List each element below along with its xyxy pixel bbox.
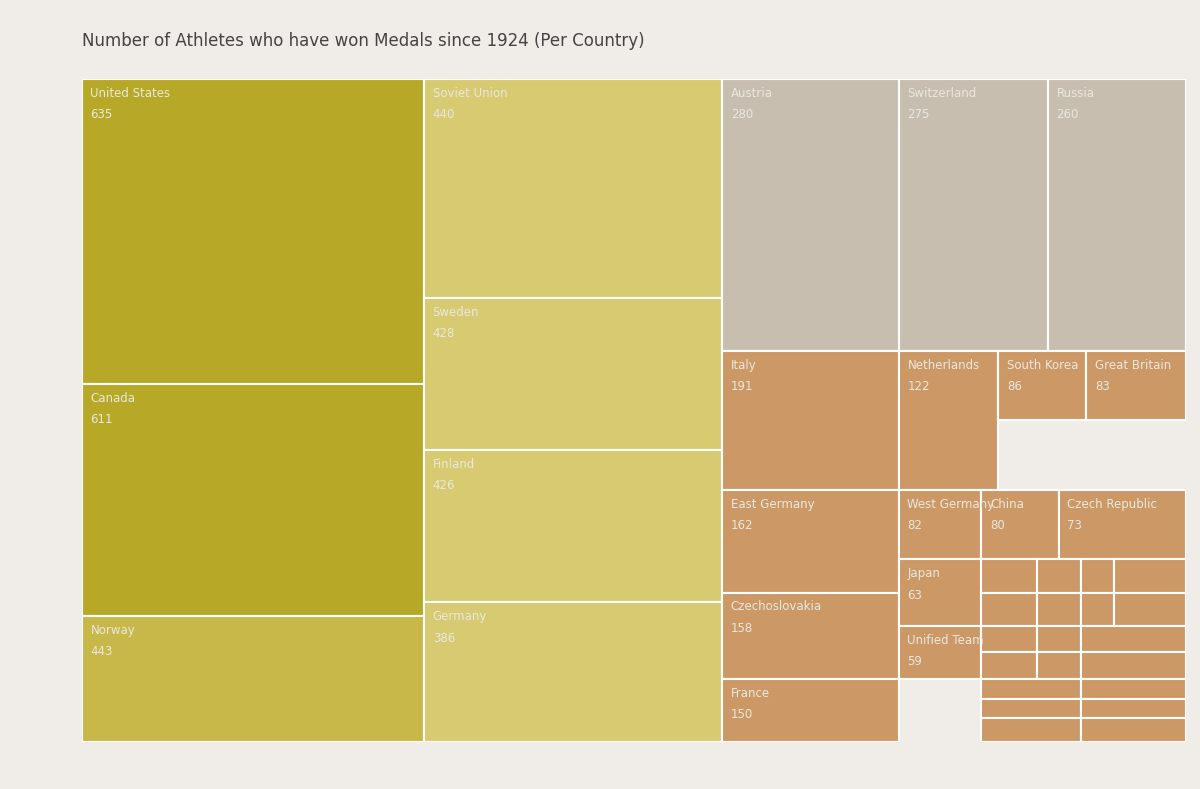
- Text: 162: 162: [731, 519, 754, 532]
- Text: 280: 280: [731, 108, 754, 121]
- Bar: [1037, 626, 1081, 653]
- Bar: [899, 626, 982, 679]
- Text: Great Britain: Great Britain: [1096, 358, 1171, 372]
- Bar: [982, 559, 1037, 593]
- Text: 150: 150: [731, 708, 754, 721]
- Text: 386: 386: [433, 632, 455, 645]
- Bar: [424, 603, 722, 742]
- Bar: [1081, 653, 1186, 679]
- Bar: [1114, 593, 1186, 626]
- Bar: [982, 719, 1081, 742]
- Text: Number of Athletes who have won Medals since 1924 (Per Country): Number of Athletes who have won Medals s…: [82, 32, 644, 50]
- Text: 86: 86: [1007, 380, 1021, 393]
- Bar: [1058, 490, 1186, 559]
- Bar: [1081, 719, 1186, 742]
- Text: Finland: Finland: [433, 458, 475, 471]
- Text: Russia: Russia: [1056, 87, 1094, 100]
- Text: Czech Republic: Czech Republic: [1068, 498, 1157, 510]
- Bar: [82, 615, 424, 742]
- Text: 63: 63: [907, 589, 923, 601]
- Bar: [722, 593, 899, 679]
- Bar: [982, 490, 1058, 559]
- Bar: [1081, 626, 1186, 653]
- Bar: [722, 490, 899, 593]
- Bar: [982, 679, 1081, 698]
- Text: Czechoslovakia: Czechoslovakia: [731, 600, 822, 614]
- Text: 635: 635: [90, 108, 113, 121]
- Text: 426: 426: [433, 479, 455, 492]
- Text: Unified Team: Unified Team: [907, 634, 984, 647]
- Text: 428: 428: [433, 327, 455, 340]
- Text: Switzerland: Switzerland: [907, 87, 977, 100]
- Bar: [899, 79, 1048, 350]
- Bar: [1114, 559, 1186, 593]
- Text: Netherlands: Netherlands: [907, 358, 979, 372]
- Bar: [424, 450, 722, 603]
- Text: United States: United States: [90, 87, 170, 100]
- Bar: [998, 350, 1086, 421]
- Bar: [82, 79, 424, 383]
- Text: 275: 275: [907, 108, 930, 121]
- Bar: [982, 698, 1081, 719]
- Text: 80: 80: [990, 519, 1004, 532]
- Bar: [1037, 653, 1081, 679]
- Bar: [899, 559, 982, 626]
- Text: 443: 443: [90, 645, 113, 658]
- Bar: [1048, 79, 1186, 350]
- Bar: [1086, 350, 1186, 421]
- Bar: [982, 593, 1037, 626]
- Bar: [82, 383, 424, 615]
- Text: 158: 158: [731, 622, 754, 634]
- Bar: [899, 350, 998, 490]
- Text: Germany: Germany: [433, 611, 487, 623]
- Bar: [1037, 593, 1081, 626]
- Text: Austria: Austria: [731, 87, 773, 100]
- Text: Sweden: Sweden: [433, 305, 479, 319]
- Text: 122: 122: [907, 380, 930, 393]
- Text: Norway: Norway: [90, 623, 136, 637]
- Bar: [982, 653, 1037, 679]
- Bar: [424, 297, 722, 450]
- Text: China: China: [990, 498, 1024, 510]
- Bar: [1081, 593, 1114, 626]
- Text: Italy: Italy: [731, 358, 756, 372]
- Text: 611: 611: [90, 413, 113, 426]
- Bar: [1081, 698, 1186, 719]
- Bar: [722, 350, 899, 490]
- Text: Japan: Japan: [907, 567, 941, 581]
- Bar: [982, 626, 1037, 653]
- Text: 82: 82: [907, 519, 923, 532]
- Text: 73: 73: [1068, 519, 1082, 532]
- Text: Canada: Canada: [90, 391, 136, 405]
- Text: West Germany: West Germany: [907, 498, 995, 510]
- Bar: [899, 490, 982, 559]
- Text: France: France: [731, 686, 770, 700]
- Bar: [1081, 679, 1186, 698]
- Bar: [722, 79, 899, 350]
- Text: East Germany: East Germany: [731, 498, 815, 510]
- Text: South Korea: South Korea: [1007, 358, 1078, 372]
- Text: 260: 260: [1056, 108, 1079, 121]
- Bar: [1037, 559, 1081, 593]
- Bar: [424, 79, 722, 297]
- Text: 191: 191: [731, 380, 754, 393]
- Text: 440: 440: [433, 108, 455, 121]
- Text: Soviet Union: Soviet Union: [433, 87, 508, 100]
- Bar: [722, 679, 899, 742]
- Text: 83: 83: [1096, 380, 1110, 393]
- Text: 59: 59: [907, 655, 923, 667]
- Bar: [1081, 559, 1114, 593]
